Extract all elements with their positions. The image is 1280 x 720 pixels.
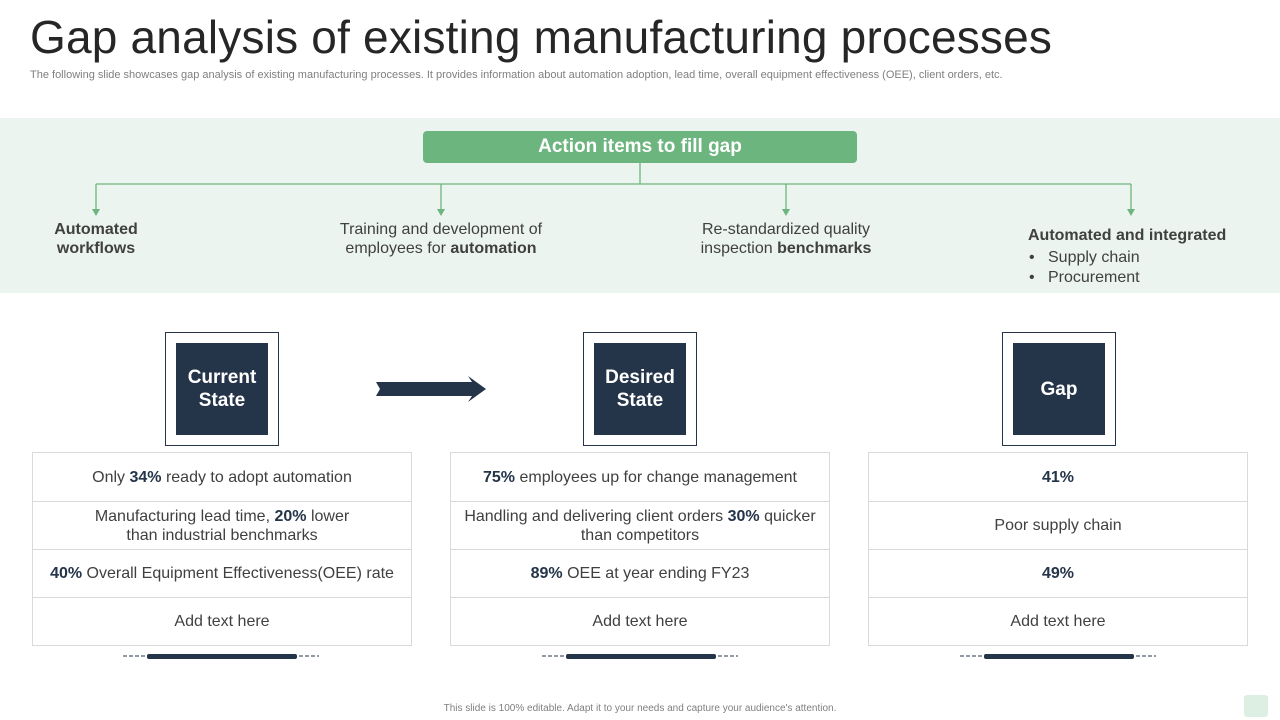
- current-state-line1: Current: [187, 367, 257, 388]
- table-row: 40% Overall Equipment Effectiveness(OEE)…: [33, 549, 411, 597]
- action-item-3-text: Re-standardized quality inspection: [700, 221, 871, 257]
- desired-state-line2: State: [616, 390, 664, 411]
- gap-card: Gap: [1002, 332, 1116, 446]
- action-item-2-text: Training and development of employees fo…: [339, 221, 543, 257]
- action-item-training: Training and development of employees fo…: [330, 220, 552, 258]
- cell-figure: 75%: [483, 468, 516, 486]
- table-row: Handling and delivering client orders 30…: [451, 501, 829, 549]
- action-item-2-bold: automation: [450, 240, 537, 257]
- desired-state-card: Desired State: [583, 332, 697, 446]
- table-row: 49%: [869, 549, 1247, 597]
- cell-figure: 49%: [1041, 565, 1075, 582]
- cell-text: Only: [92, 468, 130, 486]
- cell-figure: 30%: [727, 507, 760, 525]
- cell-figure: 20%: [274, 507, 307, 525]
- current-state-label: Current State: [176, 343, 268, 435]
- cell-figure: 34%: [129, 468, 162, 486]
- cell-figure: 40%: [50, 565, 83, 582]
- table-row: Add text here: [33, 597, 411, 645]
- cell-text: Manufacturing lead time,: [94, 507, 275, 525]
- table-row: Add text here: [451, 597, 829, 645]
- action-item-quality-benchmarks: Re-standardized quality inspection bench…: [686, 220, 886, 258]
- current-state-card: Current State: [165, 332, 279, 446]
- action-item-4-heading: Automated and integrated: [1028, 227, 1227, 244]
- decorative-underline: [123, 654, 319, 659]
- table-row: Manufacturing lead time, 20% lower than i…: [33, 501, 411, 549]
- action-item-1-line1: Automated: [54, 221, 138, 238]
- table-row: 41%: [869, 453, 1247, 501]
- table-row: Add text here: [869, 597, 1247, 645]
- page-title: Gap analysis of existing manufacturing p…: [30, 11, 1053, 63]
- desired-state-table: 75% employees up for change management H…: [450, 452, 830, 646]
- cell-text: Overall Equipment Effectiveness(OEE) rat…: [82, 565, 394, 582]
- action-item-3-bold: benchmarks: [777, 240, 872, 257]
- cell-text: ready to adopt automation: [161, 468, 352, 486]
- table-row: 89% OEE at year ending FY23: [451, 549, 829, 597]
- cell-text: quicker: [759, 507, 816, 525]
- gap-table: 41% Poor supply chain 49% Add text here: [868, 452, 1248, 646]
- corner-badge: [1244, 695, 1268, 717]
- action-item-1-line2: workflows: [56, 240, 136, 257]
- cell-text: OEE at year ending FY23: [562, 565, 750, 582]
- gap-label: Gap: [1013, 343, 1105, 435]
- action-items-header: Action items to fill gap: [423, 131, 857, 163]
- current-state-table: Only 34% ready to adopt automation Manuf…: [32, 452, 412, 646]
- action-item-4-bullet: Supply chain: [1028, 248, 1248, 268]
- current-state-line2: State: [198, 390, 246, 411]
- cell-text: Handling and delivering client orders: [464, 507, 728, 525]
- decorative-underline: [960, 654, 1156, 659]
- cell-text: employees up for change management: [515, 468, 797, 486]
- table-row: Only 34% ready to adopt automation: [33, 453, 411, 501]
- table-row: 75% employees up for change management: [451, 453, 829, 501]
- action-item-automated-workflows: Automated workflows: [16, 220, 176, 258]
- cell-figure: 89%: [530, 565, 563, 582]
- page-subtitle: The following slide showcases gap analys…: [30, 69, 1003, 81]
- cell-figure: 41%: [1041, 468, 1075, 486]
- action-item-4-bullet: Procurement: [1028, 268, 1248, 288]
- cell-text: lower: [306, 507, 350, 525]
- cell-text: than competitors: [580, 526, 700, 544]
- cell-text: than industrial benchmarks: [126, 526, 318, 544]
- action-item-automated-integrated: Automated and integrated Supply chain Pr…: [1028, 226, 1248, 288]
- right-arrow-icon: [376, 376, 486, 402]
- desired-state-label: Desired State: [594, 343, 686, 435]
- action-item-4-list: Supply chain Procurement: [1028, 248, 1248, 288]
- decorative-underline: [542, 654, 738, 659]
- table-row: Poor supply chain: [869, 501, 1247, 549]
- footer-note: This slide is 100% editable. Adapt it to…: [443, 703, 837, 714]
- desired-state-line1: Desired: [605, 367, 675, 388]
